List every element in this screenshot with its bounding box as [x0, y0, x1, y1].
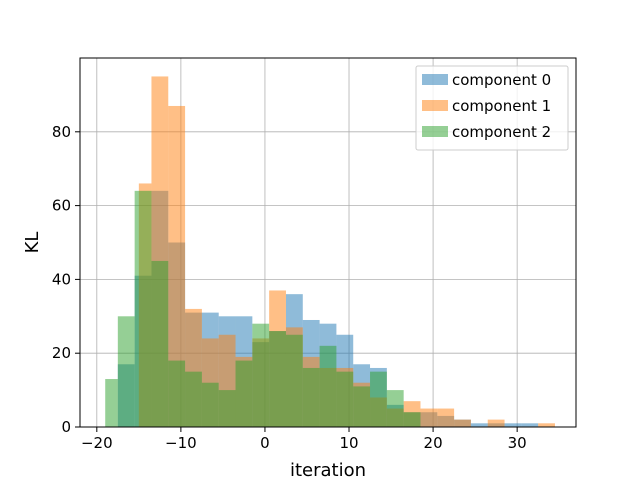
x-axis-label: iteration — [290, 460, 366, 480]
x-tick-label: 0 — [260, 434, 270, 452]
histogram-bar — [105, 379, 118, 427]
histogram-bar — [285, 334, 303, 427]
histogram-bar — [487, 419, 505, 427]
legend-label: component 2 — [452, 123, 551, 141]
histogram-bar — [117, 316, 135, 427]
y-tick-label: 80 — [52, 123, 71, 141]
axis-ticks: −20 −10 0 10 20 30 0 20 40 60 80 — [52, 123, 527, 452]
legend-label: component 0 — [452, 71, 551, 89]
y-tick-label: 60 — [52, 197, 71, 215]
histogram-bar — [134, 190, 152, 427]
histogram-bar — [403, 412, 421, 427]
histogram-bar — [454, 419, 471, 427]
series-2 — [105, 190, 421, 427]
legend-label: component 1 — [452, 97, 551, 115]
histogram-bar — [386, 390, 404, 427]
histogram-bar — [168, 105, 186, 427]
histogram-bar — [336, 371, 354, 427]
x-tick-label: −10 — [165, 434, 197, 452]
legend-swatch — [422, 126, 448, 137]
histogram-bar — [151, 260, 169, 427]
histogram-bar — [370, 371, 387, 427]
y-tick-label: 0 — [61, 418, 71, 436]
x-tick-label: −20 — [81, 434, 113, 452]
histogram-bar — [521, 423, 539, 427]
legend: component 0 component 1 component 2 — [415, 65, 569, 151]
histogram-bar — [420, 408, 438, 427]
y-axis-label: KL — [22, 232, 43, 254]
histogram-bar — [319, 345, 337, 427]
legend-swatch — [422, 74, 448, 85]
y-tick-label: 40 — [52, 270, 71, 288]
histogram-bar — [302, 367, 320, 427]
histogram-bar — [235, 360, 253, 427]
histogram-bar — [353, 386, 371, 427]
histogram-bar — [269, 331, 286, 427]
histogram-bar — [538, 423, 555, 427]
legend-box — [415, 65, 569, 151]
bars — [105, 76, 555, 427]
histogram-bar — [185, 371, 202, 427]
histogram-bar — [201, 382, 219, 427]
histogram-bar — [437, 408, 455, 427]
histogram-bar — [218, 390, 236, 427]
histogram-bar — [168, 360, 186, 427]
histogram-bar — [470, 423, 488, 427]
histogram-bar — [252, 323, 270, 427]
plot-frame — [79, 57, 577, 428]
histogram-bar — [504, 423, 522, 427]
x-tick-label: 10 — [339, 434, 358, 452]
y-tick-label: 20 — [52, 344, 71, 362]
x-tick-label: 20 — [424, 434, 443, 452]
legend-swatch — [422, 100, 448, 111]
x-tick-label: 30 — [508, 434, 527, 452]
